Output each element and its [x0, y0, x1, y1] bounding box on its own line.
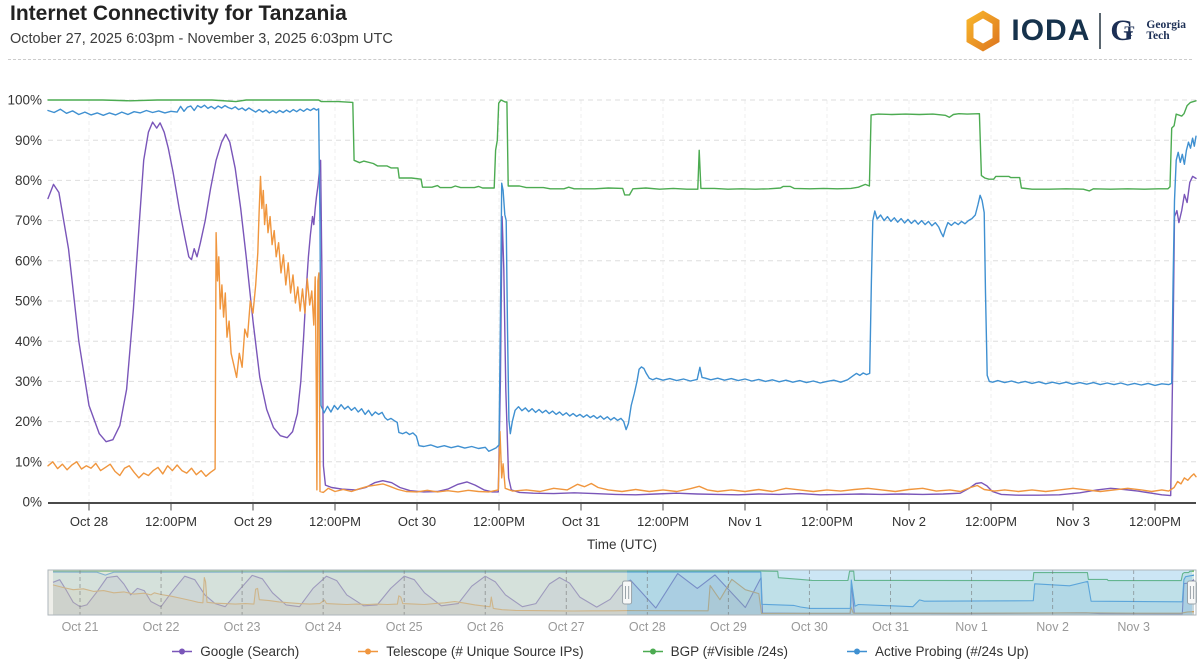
chart-legend: Google (Search) Telescope (# Unique Sourc… [0, 644, 1200, 659]
navigator-day-label: Nov 1 [955, 620, 988, 634]
x-tick-label: 12:00PM [145, 514, 197, 529]
header-divider [8, 59, 1192, 60]
navigator-day-label: Oct 29 [710, 620, 747, 634]
nav-handle-right[interactable] [1187, 580, 1197, 605]
x-tick-label: 12:00PM [309, 514, 361, 529]
main-grid [48, 99, 1196, 502]
y-tick-label: 80% [15, 173, 42, 188]
navigator-day-label: Oct 31 [872, 620, 909, 634]
x-tick-label: 12:00PM [801, 514, 853, 529]
navigator-selected-region[interactable] [627, 570, 1192, 615]
navigator-day-label: Oct 28 [629, 620, 666, 634]
navigator-day-label: Oct 21 [62, 620, 99, 634]
ioda-wordmark: IODA [1011, 14, 1091, 47]
y-axis: 0% 10% 20% 30% 40% 50% 60% 70% 80% 90% 100% [7, 93, 42, 510]
y-tick-label: 30% [15, 374, 42, 389]
legend-marker-icon [642, 648, 663, 655]
y-tick-label: 70% [15, 213, 42, 228]
navigator-day-label: Oct 30 [791, 620, 828, 634]
x-axis-title: Time (UTC) [587, 537, 657, 552]
navigator-day-label: Oct 27 [548, 620, 585, 634]
main-series [47, 99, 1197, 497]
navigator-day-label: Oct 25 [386, 620, 423, 634]
x-tick-label: 12:00PM [637, 514, 689, 529]
navigator-day-label: Nov 2 [1036, 620, 1069, 634]
legend-item[interactable]: BGP (#Visible /24s) [642, 644, 788, 659]
legend-item[interactable]: Telescope (# Unique Source IPs) [357, 644, 584, 659]
y-tick-label: 100% [7, 93, 42, 108]
logo-divider [1099, 13, 1102, 49]
y-tick-label: 60% [15, 253, 42, 268]
y-tick-label: 40% [15, 334, 42, 349]
gt-monogram-icon: G T [1110, 14, 1135, 47]
legend-item[interactable]: Google (Search) [171, 644, 299, 659]
navigator-day-label: Oct 24 [305, 620, 342, 634]
x-tick-label: 12:00PM [1129, 514, 1181, 529]
ioda-hexagon-icon [966, 10, 1000, 52]
georgia-tech-logo: G T Georgia Tech [1110, 16, 1186, 46]
y-tick-label: 90% [15, 133, 42, 148]
x-tick-label: Nov 1 [728, 514, 762, 529]
y-tick-label: 20% [15, 414, 42, 429]
x-tick-label: 12:00PM [473, 514, 525, 529]
x-tick-label: Nov 2 [892, 514, 926, 529]
series-line [47, 175, 1197, 494]
y-tick-label: 0% [22, 495, 42, 510]
time-range-subtitle: October 27, 2025 6:03pm - November 3, 20… [10, 31, 393, 47]
legend-marker-icon [846, 648, 867, 655]
series-line [47, 99, 1197, 196]
legend-label: BGP (#Visible /24s) [670, 644, 788, 659]
page-title: Internet Connectivity for Tanzania [10, 2, 347, 25]
x-tick-label: 12:00PM [965, 514, 1017, 529]
legend-item[interactable]: Active Probing (#/24s Up) [846, 644, 1029, 659]
legend-marker-icon [358, 648, 379, 655]
nav-handle-left[interactable] [622, 580, 633, 605]
navigator-day-label: Oct 22 [143, 620, 180, 634]
legend-marker-icon [172, 648, 193, 655]
navigator-day-label: Oct 23 [224, 620, 261, 634]
x-tick-label: Oct 29 [234, 514, 272, 529]
legend-label: Telescope (# Unique Source IPs) [386, 644, 584, 659]
x-tick-label: Oct 30 [398, 514, 436, 529]
y-tick-label: 50% [15, 294, 42, 309]
navigator[interactable]: Oct 21 Oct 22 Oct 23 Oct 24 Oct 25 Oct 26 Oct … [47, 569, 1197, 634]
gt-wordmark: Georgia Tech [1146, 18, 1186, 42]
series-line [47, 104, 1197, 452]
y-tick-label: 10% [15, 454, 42, 469]
navigator-day-label: Oct 26 [467, 620, 504, 634]
logo-group: IODA G T Georgia Tech [964, 10, 1186, 52]
x-tick-label: Oct 28 [70, 514, 108, 529]
x-axis: Oct 28 12:00PM Oct 29 12:00PM Oct 30 12:00PM O… [48, 502, 1196, 552]
x-tick-label: Nov 3 [1056, 514, 1090, 529]
legend-label: Google (Search) [200, 644, 300, 659]
navigator-unselected-region[interactable] [48, 570, 628, 615]
navigator-day-label: Nov 3 [1117, 620, 1150, 634]
x-tick-label: Oct 31 [562, 514, 600, 529]
legend-label: Active Probing (#/24s Up) [874, 644, 1029, 659]
